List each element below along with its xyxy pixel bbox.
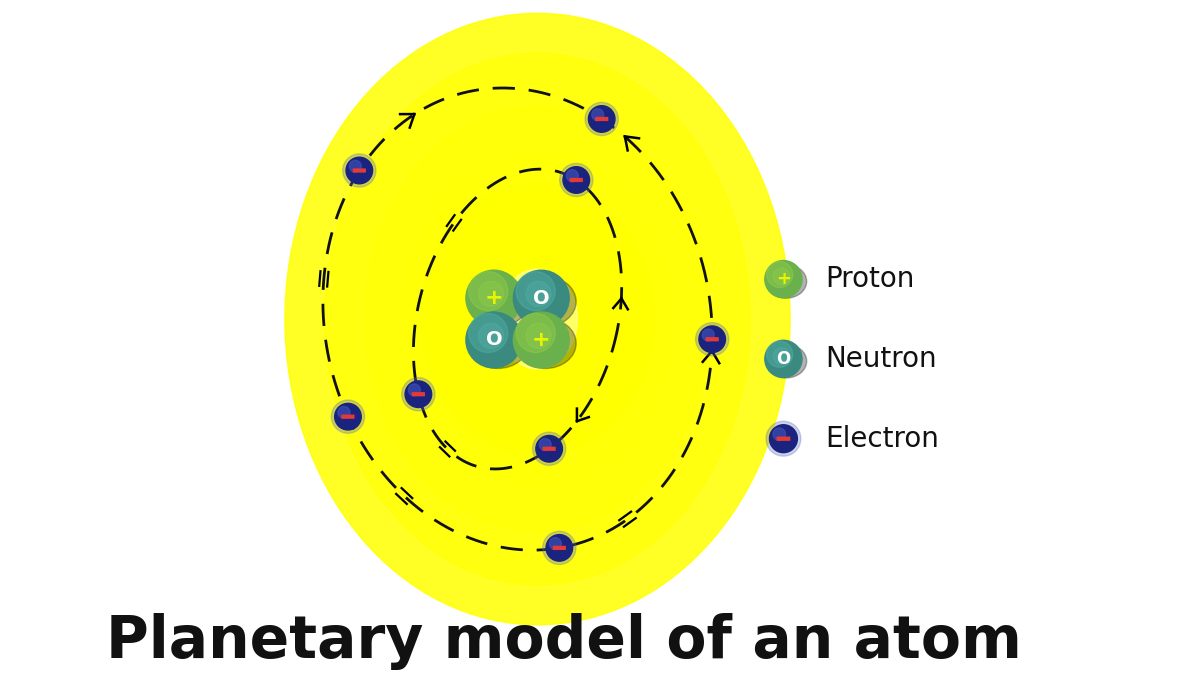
Ellipse shape xyxy=(526,304,550,334)
Ellipse shape xyxy=(444,199,630,439)
Circle shape xyxy=(536,435,563,462)
Circle shape xyxy=(546,535,572,561)
FancyBboxPatch shape xyxy=(412,392,425,396)
Circle shape xyxy=(402,377,434,411)
Circle shape xyxy=(764,340,802,377)
Ellipse shape xyxy=(515,289,560,349)
Circle shape xyxy=(550,537,562,549)
Circle shape xyxy=(766,421,800,456)
Text: +: + xyxy=(485,288,503,308)
Circle shape xyxy=(702,329,714,341)
Text: Neutron: Neutron xyxy=(826,345,937,373)
Text: Proton: Proton xyxy=(826,265,914,293)
Circle shape xyxy=(773,268,790,285)
Circle shape xyxy=(542,531,576,564)
Circle shape xyxy=(559,163,593,196)
Circle shape xyxy=(346,157,372,184)
Circle shape xyxy=(773,428,786,441)
Circle shape xyxy=(592,109,604,121)
Text: O: O xyxy=(533,289,550,308)
Ellipse shape xyxy=(325,53,750,585)
Circle shape xyxy=(338,406,350,418)
FancyBboxPatch shape xyxy=(570,178,583,182)
Circle shape xyxy=(516,313,556,352)
Circle shape xyxy=(526,323,551,348)
Circle shape xyxy=(563,167,589,193)
Circle shape xyxy=(767,342,793,367)
Text: Planetary model of an atom: Planetary model of an atom xyxy=(106,613,1022,670)
Text: +: + xyxy=(532,330,551,350)
Circle shape xyxy=(516,271,556,310)
Ellipse shape xyxy=(404,153,671,485)
Circle shape xyxy=(406,381,432,408)
Ellipse shape xyxy=(515,276,576,327)
FancyBboxPatch shape xyxy=(553,546,566,550)
Circle shape xyxy=(588,106,614,132)
Ellipse shape xyxy=(766,265,806,298)
Circle shape xyxy=(331,400,365,433)
Circle shape xyxy=(767,261,793,288)
Ellipse shape xyxy=(365,107,710,532)
Circle shape xyxy=(698,326,726,352)
Circle shape xyxy=(539,439,551,450)
Circle shape xyxy=(466,270,522,326)
FancyBboxPatch shape xyxy=(353,168,366,173)
Circle shape xyxy=(479,281,504,306)
Text: +: + xyxy=(776,270,791,288)
Circle shape xyxy=(773,348,790,364)
Circle shape xyxy=(479,323,504,348)
Ellipse shape xyxy=(467,276,529,327)
Circle shape xyxy=(526,281,551,306)
Circle shape xyxy=(533,432,565,465)
Circle shape xyxy=(469,313,508,352)
Circle shape xyxy=(466,312,522,368)
Circle shape xyxy=(469,271,508,310)
Circle shape xyxy=(514,312,569,368)
Circle shape xyxy=(566,169,578,182)
Circle shape xyxy=(408,384,420,396)
Circle shape xyxy=(335,404,361,430)
FancyBboxPatch shape xyxy=(542,447,556,451)
Ellipse shape xyxy=(284,14,790,625)
Circle shape xyxy=(769,425,797,453)
Circle shape xyxy=(343,154,376,187)
Ellipse shape xyxy=(498,269,577,369)
Text: O: O xyxy=(776,350,791,368)
FancyBboxPatch shape xyxy=(706,337,719,342)
Circle shape xyxy=(586,103,618,136)
Ellipse shape xyxy=(766,344,806,378)
FancyBboxPatch shape xyxy=(595,117,608,121)
FancyBboxPatch shape xyxy=(776,437,791,441)
Circle shape xyxy=(349,160,361,172)
Circle shape xyxy=(696,323,728,356)
Circle shape xyxy=(514,270,569,326)
Circle shape xyxy=(764,261,802,298)
Text: O: O xyxy=(486,331,502,350)
Ellipse shape xyxy=(515,318,576,369)
Ellipse shape xyxy=(467,318,529,369)
Text: Electron: Electron xyxy=(826,425,940,453)
FancyBboxPatch shape xyxy=(341,414,354,418)
